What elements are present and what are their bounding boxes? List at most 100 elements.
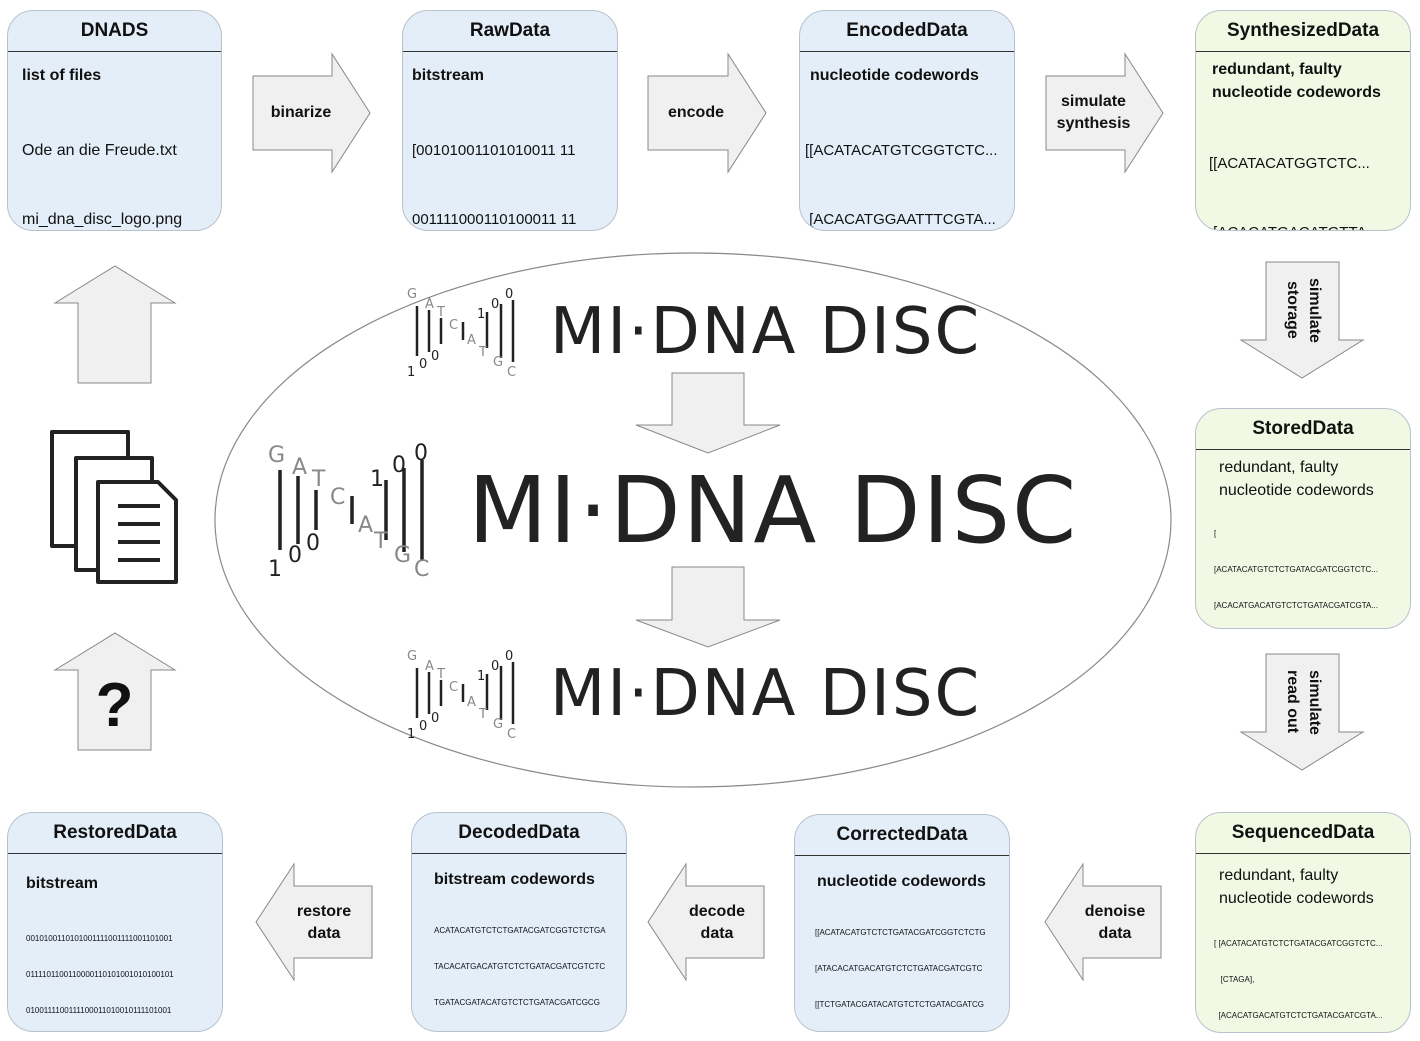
- logo-letter: 0: [491, 659, 499, 674]
- logo-letter: G: [493, 717, 503, 732]
- logo-letter: 0: [491, 297, 499, 312]
- rawdata-bitstream: [00101001101010011 11 001111000110100011…: [412, 93, 603, 230]
- decodeddata-codewords: ACATACATGTCTCTGATACGATCGGTCTCTGA TACACAT…: [434, 901, 620, 1031]
- central-ellipse: [214, 252, 1172, 788]
- encodeddata-box: EncodedData nucleotide codewords [[ACATA…: [799, 10, 1015, 231]
- logo-letter: T: [478, 707, 487, 722]
- dnads-box: DNADS list of files Ode an die Freude.tx…: [7, 10, 222, 231]
- decode-data-line1: decode: [688, 903, 745, 920]
- codeword-line: [[ACATACATGTCTCTGATACGATCGGTCTCTG: [815, 928, 986, 938]
- binarize-arrow: [252, 52, 371, 174]
- logo-letter: T: [436, 305, 445, 320]
- logo-letter: T: [436, 667, 445, 682]
- dna-glyph-icon: G A T C 1 0 0 1 0 0 A T G C: [407, 649, 516, 741]
- restoreddata-subtitle: bitstream: [26, 875, 99, 892]
- denoise-data-arrow: [1044, 862, 1162, 982]
- storeddata-box: StoredData redundant, faulty nucleotide …: [1195, 408, 1411, 629]
- synthesizeddata-subtitle: redundant, faulty nucleotide codewords: [1212, 61, 1381, 102]
- logo-letter: T: [311, 467, 326, 492]
- logo-letter: 1: [268, 557, 282, 580]
- decodeddata-title: DecodedData: [412, 813, 626, 854]
- simulate-synthesis-arrow: [1045, 52, 1164, 174]
- logo-letter: C: [449, 680, 458, 695]
- logo-wordmark: MI·DNA DISC: [550, 294, 982, 369]
- sequenceddata-box: SequencedData redundant, faulty nucleoti…: [1195, 812, 1411, 1033]
- denoise-data-line1: denoise: [1084, 903, 1146, 920]
- synthesizeddata-title: SynthesizedData: [1196, 11, 1410, 52]
- bit-line: 0100111100111100011010010111101001: [26, 1006, 172, 1016]
- codeword-line: [ACACATGACATGTCTCTGATACGATCGTA...: [1214, 1011, 1383, 1020]
- encodeddata-title: EncodedData: [800, 11, 1014, 52]
- logo-wordmark: MI·DNA DISC: [468, 456, 1079, 564]
- logo-letter: A: [467, 333, 476, 348]
- correcteddata-subtitle: nucleotide codewords: [817, 873, 986, 890]
- logo-letter: 1: [407, 365, 415, 379]
- encodeddata-codewords: [[ACATACATGTCGGTCTC... [ACACATGGAATTTCGT…: [805, 93, 1000, 230]
- storeddata-title: StoredData: [1196, 409, 1410, 450]
- up-arrow-top: [53, 265, 177, 384]
- decode-data-arrow: [647, 862, 765, 982]
- logo-letter: 0: [288, 543, 302, 568]
- codeword-line: [: [1214, 529, 1217, 538]
- simulate-storage-line1: simulate: [1306, 277, 1323, 343]
- logo-letter: 1: [407, 727, 415, 741]
- sequenceddata-codewords: [ [ACATACATGTCTCTGATACGATCGGTCTC... [CTA…: [1214, 914, 1402, 1032]
- restoreddata-box: RestoredData bitstream 00101001101010011…: [7, 812, 223, 1032]
- sequenceddata-title: SequencedData: [1196, 813, 1410, 854]
- sequenceddata-subtitle: redundant, faulty nucleotide codewords: [1219, 867, 1374, 907]
- restore-data-arrow: [255, 862, 373, 982]
- encode-arrow: [647, 52, 767, 174]
- rawdata-subtitle: bitstream: [412, 67, 485, 84]
- logo-letter: 1: [370, 467, 384, 492]
- logo-letter: G: [394, 543, 411, 568]
- logo-bottom: G A T C 1 0 0 1 0 0 A T G C MI·DNA DISC: [405, 646, 981, 741]
- simulate-read-out-line1: simulate: [1306, 669, 1323, 735]
- codeword-line: ACATACATGTCTCTGATACGATCGGTCTCTGA: [434, 926, 606, 936]
- logo-letter: G: [407, 649, 417, 664]
- logo-letter: A: [358, 513, 373, 538]
- codeword-line: [ACACATGACATGTTA...: [1209, 221, 1402, 230]
- logo-letter: T: [373, 529, 388, 554]
- logo-middle: G A T C 1 0 0 1 0 0 A T G C MI·DNA DISC: [268, 440, 1078, 580]
- bit-line: 001111000110100011 11: [412, 211, 577, 229]
- simulate-synthesis-line1: simulate: [1061, 93, 1126, 110]
- logo-letter: 0: [392, 453, 406, 478]
- up-arrow-bottom: [53, 632, 177, 751]
- logo-letter: G: [407, 287, 417, 302]
- simulate-storage-arrow: [1239, 261, 1365, 379]
- synthesizeddata-box: SynthesizedData redundant, faulty nucleo…: [1195, 10, 1411, 231]
- logo-letter: 0: [505, 649, 513, 664]
- codeword-line: [ATACACATGACATGTCTCTGATACGATCGTC: [815, 964, 983, 974]
- dnads-file-list: Ode an die Freude.txt mi_dna_disc_logo.p…: [22, 93, 207, 230]
- logo-letter: C: [507, 727, 516, 741]
- storeddata-subtitle: redundant, faulty nucleotide codewords: [1219, 459, 1374, 499]
- file-item: Ode an die Freude.txt: [22, 142, 177, 160]
- logo-letter: C: [330, 485, 345, 510]
- simulate-synthesis-label: simulate synthesis: [1046, 88, 1141, 138]
- decode-data-label: decode data: [672, 898, 762, 948]
- bit-line: 0010100110101001111001111001101001: [26, 934, 173, 944]
- rawdata-title: RawData: [403, 11, 617, 52]
- simulate-read-out-label: simulate read out: [1281, 662, 1325, 742]
- center-down-arrow-1: [635, 372, 781, 454]
- codeword-line: TACACATGACATGTCTCTGATACGATCGTCTC: [434, 962, 606, 972]
- simulate-read-out-arrow: [1239, 653, 1365, 771]
- logo-letter: A: [425, 659, 434, 674]
- dnads-title: DNADS: [8, 11, 221, 52]
- logo-letter: 0: [419, 357, 427, 372]
- denoise-data-line2: data: [1098, 925, 1132, 942]
- logo-letter: T: [478, 345, 487, 360]
- simulate-synthesis-line2: synthesis: [1056, 115, 1131, 132]
- file-item: mi_dna_disc_logo.png: [22, 211, 183, 229]
- denoise-data-label: denoise data: [1070, 898, 1160, 948]
- correcteddata-box: CorrectedData nucleotide codewords [[ACA…: [794, 814, 1010, 1032]
- logo-top: G A T C 1 0 0 1 0 0 A T G C MI·DNA DISC: [405, 284, 981, 379]
- synthesizeddata-codewords: [[ACATACATGGTCTC... [ACACATGACATGTTA... …: [1209, 106, 1402, 230]
- storeddata-codewords: [ [ACATACATGTCTCTGATACGATCGGTCTC... [ACA…: [1214, 504, 1402, 628]
- codeword-line: [[ACATACATGTCGGTCTC...: [805, 142, 998, 160]
- logo-letter: 1: [477, 669, 485, 684]
- encodeddata-subtitle: nucleotide codewords: [810, 67, 979, 84]
- logo-letter: 0: [431, 349, 439, 364]
- logo-letter: 1: [477, 307, 485, 322]
